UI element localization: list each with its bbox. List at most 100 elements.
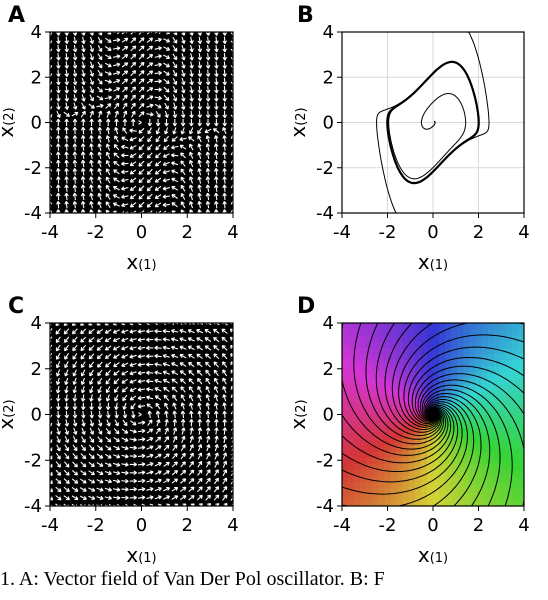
phase-cell: [481, 323, 489, 330]
field-arrow: [105, 394, 111, 402]
field-arrow: [104, 46, 112, 51]
phase-cell: [426, 469, 434, 477]
field-arrow: [154, 453, 162, 459]
field-arrow: [64, 135, 69, 143]
field-arrow: [172, 61, 178, 69]
phase-cell: [420, 341, 428, 348]
field-arrow: [222, 102, 227, 110]
field-arrow: [207, 503, 212, 506]
phase-cell: [511, 463, 519, 470]
phase-cell: [511, 323, 519, 330]
field-arrow: [214, 209, 219, 213]
phase-cell: [493, 475, 501, 483]
field-arrow: [105, 37, 112, 43]
phase-cell: [348, 353, 355, 361]
phase-cell: [390, 445, 398, 452]
phase-cell: [342, 353, 349, 361]
field-arrow: [72, 419, 78, 427]
field-arrow: [137, 337, 146, 343]
phase-cell: [366, 487, 373, 495]
field-arrow: [129, 177, 137, 183]
field-arrow: [56, 36, 61, 45]
field-arrow: [197, 102, 203, 110]
field-arrow: [196, 477, 203, 485]
phase-cell: [372, 347, 379, 355]
field-arrow: [88, 495, 96, 501]
phase-cell: [433, 347, 440, 355]
field-arrow: [72, 126, 78, 135]
field-arrow: [205, 36, 211, 45]
phase-cell: [469, 469, 477, 477]
phase-cell: [499, 384, 507, 391]
field-arrow: [72, 135, 78, 143]
field-arrow: [181, 61, 186, 69]
phase-cell: [517, 475, 524, 483]
phase-cell: [511, 402, 519, 409]
field-arrow: [89, 61, 95, 69]
phase-cell: [457, 445, 464, 452]
phase-cell: [342, 371, 349, 379]
field-arrow: [138, 94, 145, 101]
field-arrow: [205, 427, 211, 435]
field-arrow: [121, 78, 129, 85]
phase-cell: [457, 359, 464, 367]
field-arrow: [113, 378, 120, 385]
field-arrow: [55, 452, 61, 460]
field-arrow: [130, 78, 137, 85]
phase-cell: [463, 475, 470, 483]
phase-cell: [420, 445, 428, 452]
field-arrow: [89, 377, 94, 385]
x-tick-label: -4: [41, 515, 59, 536]
field-arrow: [222, 151, 227, 159]
field-arrow: [89, 126, 94, 135]
field-arrow: [104, 462, 112, 467]
field-arrow: [72, 36, 78, 45]
field-arrow: [138, 53, 145, 60]
phase-cell: [463, 420, 470, 428]
field-arrow: [129, 354, 137, 359]
phase-cell: [360, 426, 367, 434]
field-arrow: [138, 412, 142, 417]
field-arrow: [104, 62, 112, 68]
field-arrow: [188, 386, 194, 393]
field-arrow: [56, 168, 61, 176]
field-arrow: [213, 168, 219, 176]
y-tick-label: 2: [323, 359, 334, 380]
field-arrow: [113, 143, 120, 151]
phase-cell: [457, 402, 464, 409]
phase-cell: [420, 420, 428, 428]
phase-cell: [439, 335, 446, 342]
field-arrow: [180, 127, 185, 135]
phase-cell: [366, 402, 373, 409]
phase-cell: [426, 420, 434, 428]
phase-cell: [372, 396, 379, 403]
x-tick-label: 2: [473, 515, 484, 536]
phase-cell: [408, 341, 416, 348]
phase-cell: [396, 323, 404, 330]
field-arrow: [73, 427, 78, 435]
field-arrow: [162, 337, 170, 342]
phase-cell: [366, 493, 373, 501]
field-arrow: [81, 118, 86, 126]
field-arrow: [56, 44, 61, 53]
field-arrow: [188, 486, 195, 493]
field-arrow: [189, 410, 194, 419]
phase-cell: [475, 365, 483, 373]
phase-cell: [354, 432, 361, 440]
phase-cell: [348, 499, 355, 506]
phase-cell: [445, 341, 452, 348]
phase-cell: [457, 475, 464, 483]
field-arrow: [146, 428, 154, 434]
field-arrow: [138, 120, 142, 125]
field-arrow: [89, 118, 94, 126]
phase-cell: [487, 353, 495, 361]
field-arrow: [88, 478, 96, 484]
phase-cell: [408, 347, 416, 355]
phase-cell: [426, 481, 434, 489]
phase-cell: [378, 323, 386, 330]
field-arrow: [221, 336, 228, 343]
phase-cell: [511, 359, 519, 367]
field-arrow: [81, 402, 86, 410]
phase-cell: [493, 463, 501, 470]
field-arrow: [55, 352, 61, 360]
